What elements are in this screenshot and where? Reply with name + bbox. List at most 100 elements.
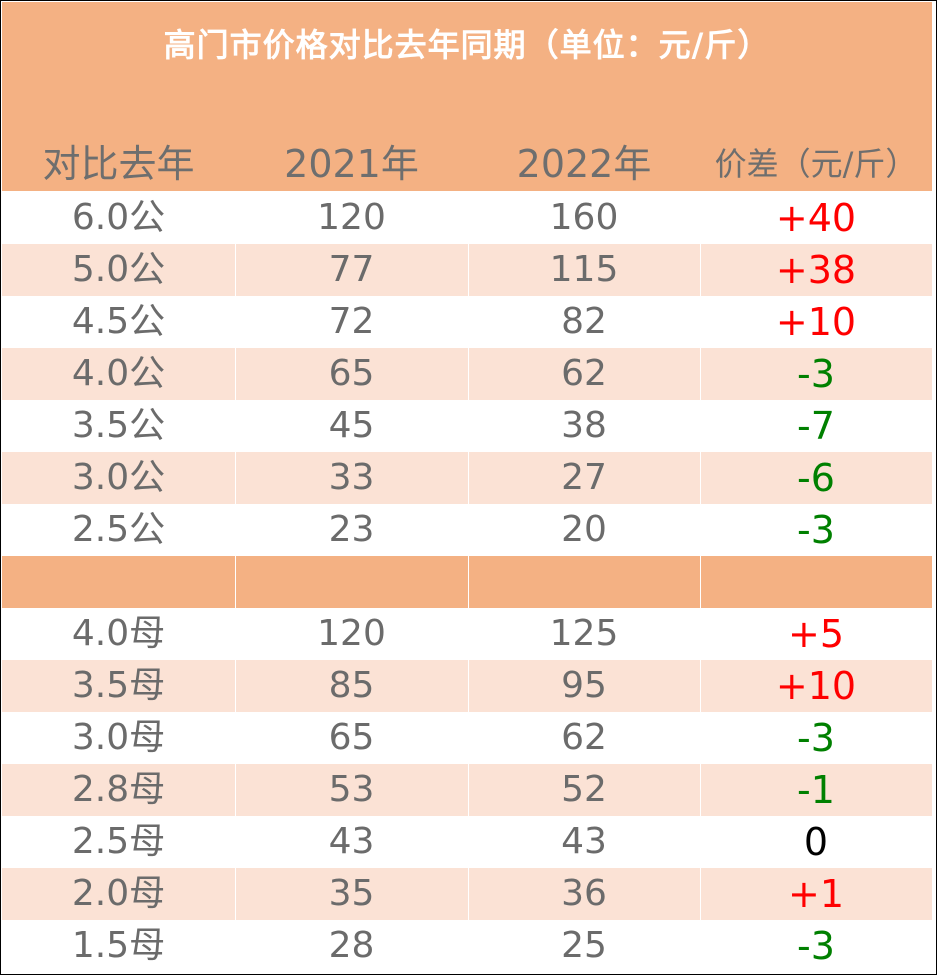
- column-divider: [468, 348, 469, 400]
- price-diff-cell: -3: [797, 924, 835, 968]
- price-diff-cell: +10: [775, 300, 857, 344]
- size-cell: 3.0母: [71, 717, 166, 758]
- price-2022-cell: 115: [549, 249, 619, 290]
- price-diff-cell: +1: [787, 872, 845, 916]
- table-row: 2.5母 43 43 0: [2, 816, 932, 868]
- price-diff-cell: +10: [775, 664, 857, 708]
- column-divider: [235, 608, 236, 660]
- column-divider: [700, 764, 701, 816]
- price-2022-cell: 95: [561, 665, 607, 706]
- column-divider: [468, 556, 469, 608]
- size-cell: 2.5公: [71, 509, 166, 550]
- size-cell: 3.0公: [71, 457, 166, 498]
- column-divider: [700, 244, 701, 296]
- column-divider: [235, 244, 236, 296]
- price-2021-cell: 65: [328, 353, 375, 394]
- price-2021-cell: 120: [317, 197, 386, 238]
- column-divider: [700, 556, 701, 608]
- table-row: 3.5母 85 95 +10: [2, 660, 932, 712]
- column-divider: [700, 868, 701, 920]
- price-2022-cell: 125: [549, 613, 619, 654]
- column-divider: [235, 348, 236, 400]
- column-divider: [235, 764, 236, 816]
- header-2022: 2022年: [516, 142, 652, 186]
- size-cell: 6.0公: [71, 197, 166, 238]
- price-diff-cell: -3: [797, 508, 835, 552]
- column-divider: [468, 920, 469, 972]
- column-divider: [700, 504, 701, 556]
- column-divider: [700, 608, 701, 660]
- price-2021-cell: 45: [328, 405, 375, 446]
- price-2022-cell: 160: [549, 197, 619, 238]
- price-2021-cell: 43: [328, 821, 375, 862]
- column-divider: [235, 296, 236, 348]
- size-cell: 4.5公: [71, 301, 166, 342]
- price-2021-cell: 65: [328, 717, 375, 758]
- price-2021-cell: 72: [328, 301, 375, 342]
- column-divider: [700, 348, 701, 400]
- price-2021-cell: 120: [317, 613, 386, 654]
- column-divider: [468, 400, 469, 452]
- size-cell: 4.0公: [71, 353, 166, 394]
- price-2021-cell: 35: [328, 873, 375, 914]
- price-2022-cell: 62: [561, 717, 607, 758]
- size-cell: 3.5母: [71, 665, 166, 706]
- column-divider: [700, 296, 701, 348]
- column-divider: [700, 192, 701, 244]
- price-2021-cell: 28: [328, 925, 375, 966]
- price-2021-cell: 53: [328, 769, 375, 810]
- table-row: 3.0母 65 62 -3: [2, 712, 932, 764]
- section-separator: [2, 556, 932, 608]
- price-diff-cell: -3: [797, 352, 835, 396]
- price-2022-cell: 52: [561, 769, 607, 810]
- price-2022-cell: 36: [561, 873, 607, 914]
- price-diff-cell: -6: [797, 456, 835, 500]
- price-diff-cell: -7: [797, 404, 835, 448]
- header-compare: 对比去年: [42, 142, 195, 186]
- price-2021-cell: 23: [328, 509, 375, 550]
- column-divider: [235, 920, 236, 972]
- size-cell: 2.5母: [71, 821, 166, 862]
- table-row: 4.5公 72 82 +10: [2, 296, 932, 348]
- column-divider: [700, 816, 701, 868]
- price-2021-cell: 33: [328, 457, 375, 498]
- price-2021-cell: 77: [328, 249, 375, 290]
- price-2022-cell: 27: [561, 457, 607, 498]
- column-divider: [700, 452, 701, 504]
- price-diff-cell: +5: [787, 612, 845, 656]
- column-divider: [235, 556, 236, 608]
- column-divider: [235, 660, 236, 712]
- table-row: 2.8母 53 52 -1: [2, 764, 932, 816]
- size-cell: 5.0公: [71, 249, 166, 290]
- column-divider: [700, 712, 701, 764]
- table-row: 3.5公 45 38 -7: [2, 400, 932, 452]
- column-divider: [235, 816, 236, 868]
- column-divider: [468, 868, 469, 920]
- price-diff-cell: 0: [803, 820, 829, 864]
- column-divider: [468, 712, 469, 764]
- size-cell: 2.0母: [71, 873, 166, 914]
- column-divider: [235, 712, 236, 764]
- table-title: 高门市价格对比去年同期（单位：元/斤）: [163, 26, 771, 64]
- column-divider: [468, 296, 469, 348]
- table-row: 4.0母 120 125 +5: [2, 608, 932, 660]
- table-row: 2.5公 23 20 -3: [2, 504, 932, 556]
- column-divider: [235, 400, 236, 452]
- table-row: 4.0公 65 62 -3: [2, 348, 932, 400]
- size-cell: 3.5公: [71, 405, 166, 446]
- column-divider: [700, 400, 701, 452]
- column-divider: [235, 504, 236, 556]
- price-diff-cell: +38: [775, 248, 857, 292]
- column-divider: [468, 660, 469, 712]
- column-divider: [468, 244, 469, 296]
- price-2022-cell: 20: [561, 509, 607, 550]
- header-2021: 2021年: [284, 142, 419, 186]
- column-divider: [235, 452, 236, 504]
- table-row: 6.0公 120 160 +40: [2, 192, 932, 244]
- price-2022-cell: 25: [561, 925, 607, 966]
- column-divider: [468, 764, 469, 816]
- column-divider: [468, 452, 469, 504]
- column-divider: [468, 504, 469, 556]
- price-2021-cell: 85: [328, 665, 375, 706]
